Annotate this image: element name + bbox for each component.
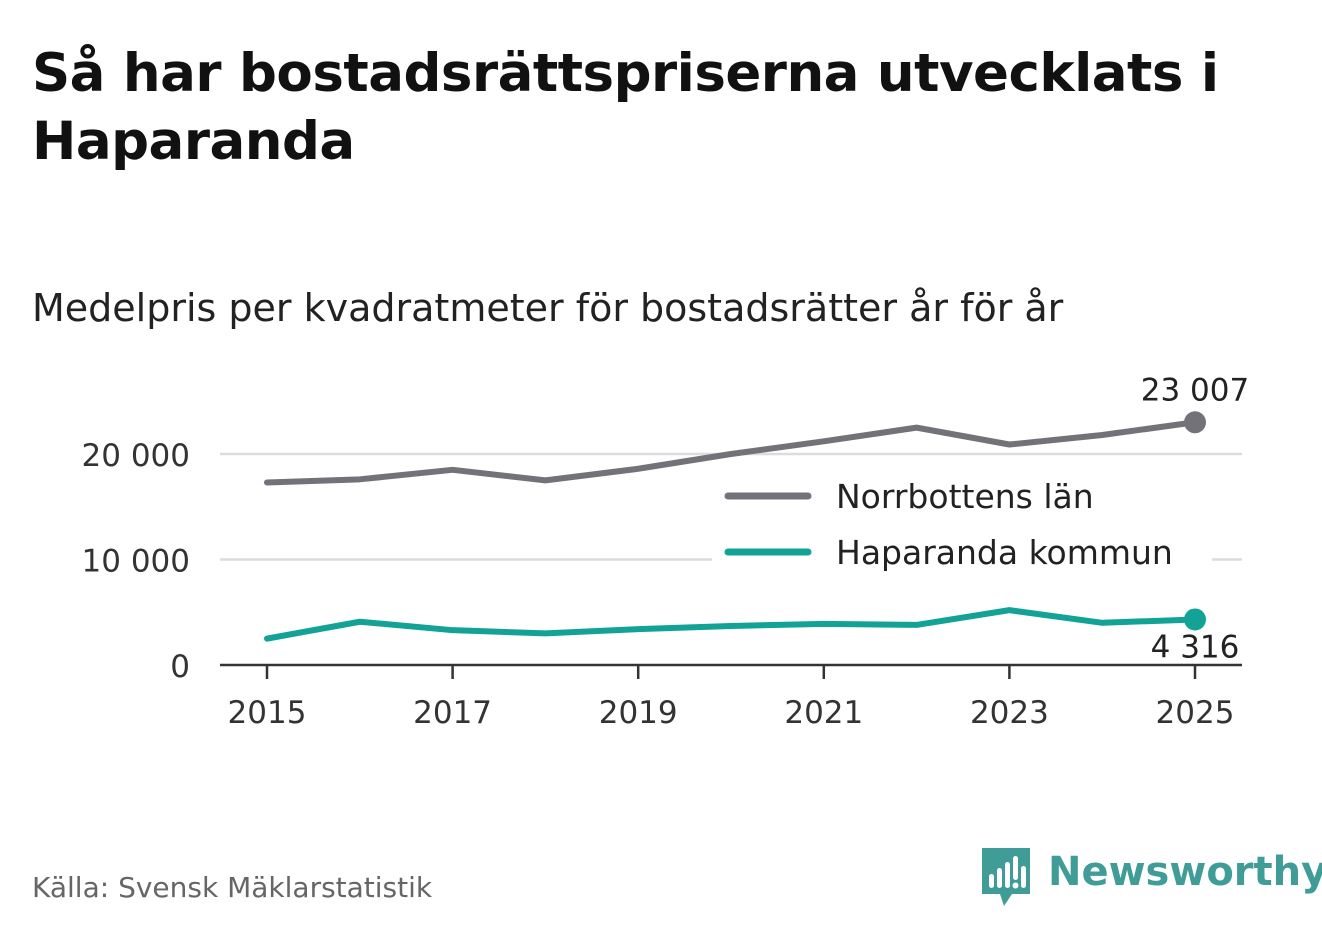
chart-title: Så har bostadsrättspriserna utvecklats i… [32,43,1219,172]
series-line-0 [264,419,1198,486]
x-tick-label: 2025 [1156,695,1235,731]
chart-bubble-icon [982,848,1030,906]
source-note: Källa: Svensk Mäklarstatistik [32,871,433,904]
end-value-label-0: 23 007 [1141,372,1249,408]
legend-label-1: Haparanda kommun [836,533,1173,572]
series-line-1 [264,607,1198,642]
x-tick-label: 2015 [228,695,307,731]
end-point-marker-0 [1184,411,1206,434]
x-tick-label: 2019 [599,695,678,731]
y-tick-label: 20 000 [82,438,190,474]
legend-label-0: Norrbottens län [836,477,1094,516]
brand-logo: Newsworthy [982,848,1322,908]
legend-background [712,470,1212,588]
x-tick-label: 2021 [784,695,863,731]
chart-subtitle: Medelpris per kvadratmeter för bostadsrä… [32,286,1064,330]
y-tick-label: 10 000 [82,544,190,580]
end-value-label-1: 4 316 [1151,629,1240,665]
x-tick-label: 2017 [413,695,492,731]
x-tick-label: 2023 [970,695,1049,731]
y-tick-label: 0 [170,649,190,685]
end-point-marker-1 [1184,608,1206,631]
brand-name: Newsworthy [1048,849,1322,895]
